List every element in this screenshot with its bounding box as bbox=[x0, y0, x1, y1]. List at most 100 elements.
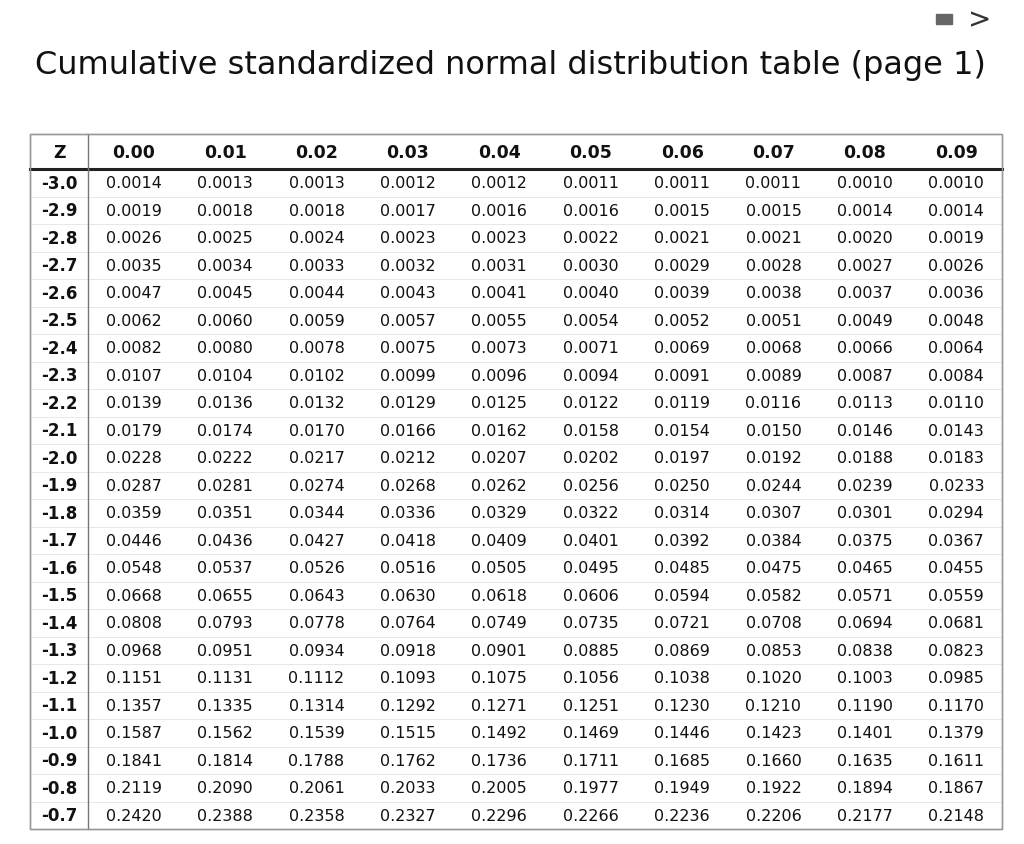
Text: 0.1446: 0.1446 bbox=[654, 725, 710, 740]
Text: 0.00: 0.00 bbox=[113, 143, 156, 161]
Text: 0.0192: 0.0192 bbox=[745, 451, 802, 466]
Text: 0.1292: 0.1292 bbox=[380, 698, 436, 713]
Text: 0.0129: 0.0129 bbox=[380, 396, 436, 411]
Text: 0.0036: 0.0036 bbox=[929, 286, 984, 301]
Text: 0.0080: 0.0080 bbox=[198, 341, 253, 356]
Text: 0.2388: 0.2388 bbox=[198, 808, 253, 823]
Text: -0.7: -0.7 bbox=[41, 806, 77, 825]
Text: 0.0048: 0.0048 bbox=[929, 313, 984, 328]
Text: 0.0037: 0.0037 bbox=[837, 286, 893, 301]
Text: 0.0049: 0.0049 bbox=[837, 313, 893, 328]
Text: 0.0465: 0.0465 bbox=[837, 560, 893, 576]
Text: 0.0170: 0.0170 bbox=[289, 423, 344, 438]
Text: 0.08: 0.08 bbox=[844, 143, 887, 161]
Text: 0.0582: 0.0582 bbox=[745, 588, 802, 603]
Text: 0.1949: 0.1949 bbox=[654, 781, 710, 795]
Text: 0.0655: 0.0655 bbox=[198, 588, 253, 603]
Text: 0.0162: 0.0162 bbox=[471, 423, 527, 438]
Text: 0.0174: 0.0174 bbox=[198, 423, 253, 438]
Text: 0.2033: 0.2033 bbox=[380, 781, 435, 795]
Text: 0.0150: 0.0150 bbox=[745, 423, 802, 438]
Text: 0.0307: 0.0307 bbox=[745, 506, 802, 521]
Text: 0.0011: 0.0011 bbox=[654, 176, 710, 191]
Text: 0.0125: 0.0125 bbox=[471, 396, 527, 411]
Text: 0.0708: 0.0708 bbox=[745, 615, 802, 630]
Text: 0.0027: 0.0027 bbox=[837, 258, 893, 273]
Text: 0.0078: 0.0078 bbox=[289, 341, 344, 356]
Text: 0.0885: 0.0885 bbox=[563, 643, 618, 658]
Text: 0.0537: 0.0537 bbox=[198, 560, 253, 576]
Text: 0.0087: 0.0087 bbox=[837, 368, 893, 383]
Text: 0.0606: 0.0606 bbox=[563, 588, 618, 603]
Text: 0.1271: 0.1271 bbox=[471, 698, 527, 713]
Text: 0.1977: 0.1977 bbox=[563, 781, 618, 795]
Text: 0.0013: 0.0013 bbox=[198, 176, 253, 191]
Text: 0.0015: 0.0015 bbox=[654, 203, 710, 219]
Text: 0.0179: 0.0179 bbox=[105, 423, 162, 438]
Text: 0.0274: 0.0274 bbox=[289, 479, 344, 493]
Text: -1.8: -1.8 bbox=[41, 504, 77, 522]
Text: 0.0022: 0.0022 bbox=[563, 231, 618, 246]
Text: 0.0021: 0.0021 bbox=[745, 231, 802, 246]
Text: 0.0409: 0.0409 bbox=[471, 533, 527, 548]
Text: 0.0793: 0.0793 bbox=[198, 615, 253, 630]
Text: 0.0045: 0.0045 bbox=[198, 286, 253, 301]
Text: 0.0084: 0.0084 bbox=[929, 368, 984, 383]
Text: 0.0089: 0.0089 bbox=[745, 368, 802, 383]
Text: 0.0082: 0.0082 bbox=[105, 341, 162, 356]
Text: 0.0122: 0.0122 bbox=[563, 396, 618, 411]
Text: 0.0735: 0.0735 bbox=[563, 615, 618, 630]
Text: 0.0951: 0.0951 bbox=[198, 643, 253, 658]
Text: 0.1711: 0.1711 bbox=[562, 753, 618, 768]
Text: 0.0132: 0.0132 bbox=[289, 396, 344, 411]
Text: 0.2061: 0.2061 bbox=[289, 781, 344, 795]
Text: 0.0143: 0.0143 bbox=[929, 423, 984, 438]
Text: 0.0026: 0.0026 bbox=[105, 231, 162, 246]
Text: 0.0023: 0.0023 bbox=[380, 231, 436, 246]
Text: 0.0985: 0.0985 bbox=[929, 670, 984, 685]
Text: 0.0721: 0.0721 bbox=[654, 615, 710, 630]
Text: -2.6: -2.6 bbox=[41, 284, 77, 302]
Text: 0.0262: 0.0262 bbox=[471, 479, 527, 493]
Text: 0.0322: 0.0322 bbox=[563, 506, 618, 521]
Text: 0.06: 0.06 bbox=[660, 143, 703, 161]
Text: 0.0375: 0.0375 bbox=[837, 533, 893, 548]
Text: -2.5: -2.5 bbox=[41, 312, 77, 330]
Text: -2.9: -2.9 bbox=[41, 202, 77, 220]
Text: 0.0073: 0.0073 bbox=[471, 341, 527, 356]
Text: 0.0051: 0.0051 bbox=[745, 313, 802, 328]
Text: 0.0055: 0.0055 bbox=[471, 313, 527, 328]
Text: 0.1251: 0.1251 bbox=[563, 698, 618, 713]
Text: 0.0505: 0.0505 bbox=[471, 560, 527, 576]
Text: -1.9: -1.9 bbox=[41, 477, 77, 495]
Text: 0.0559: 0.0559 bbox=[929, 588, 984, 603]
Text: 0.0329: 0.0329 bbox=[471, 506, 527, 521]
Text: 0.0823: 0.0823 bbox=[929, 643, 984, 658]
Text: -2.3: -2.3 bbox=[41, 367, 77, 385]
Text: 0.0359: 0.0359 bbox=[105, 506, 162, 521]
Text: 0.1736: 0.1736 bbox=[471, 753, 527, 768]
Text: 0.0014: 0.0014 bbox=[105, 176, 162, 191]
Text: 0.0764: 0.0764 bbox=[380, 615, 436, 630]
Text: 0.0968: 0.0968 bbox=[105, 643, 162, 658]
Text: -0.9: -0.9 bbox=[41, 751, 77, 770]
Text: 0.0222: 0.0222 bbox=[198, 451, 253, 466]
Text: 0.0548: 0.0548 bbox=[105, 560, 162, 576]
Text: 0.0392: 0.0392 bbox=[654, 533, 710, 548]
Text: 0.1357: 0.1357 bbox=[105, 698, 162, 713]
Text: 0.1335: 0.1335 bbox=[198, 698, 253, 713]
Text: 0.0401: 0.0401 bbox=[563, 533, 618, 548]
Text: 0.0281: 0.0281 bbox=[197, 479, 253, 493]
Text: 0.04: 0.04 bbox=[478, 143, 520, 161]
Text: 0.0446: 0.0446 bbox=[105, 533, 162, 548]
Text: 0.0344: 0.0344 bbox=[289, 506, 344, 521]
Text: 0.0146: 0.0146 bbox=[837, 423, 893, 438]
Text: 0.1867: 0.1867 bbox=[929, 781, 984, 795]
Text: 0.2236: 0.2236 bbox=[654, 808, 710, 823]
Text: 0.0268: 0.0268 bbox=[380, 479, 436, 493]
Text: -2.7: -2.7 bbox=[41, 257, 77, 275]
Text: 0.0475: 0.0475 bbox=[745, 560, 802, 576]
Text: 0.0010: 0.0010 bbox=[837, 176, 893, 191]
Text: 0.0031: 0.0031 bbox=[471, 258, 527, 273]
Text: 0.1814: 0.1814 bbox=[197, 753, 253, 768]
